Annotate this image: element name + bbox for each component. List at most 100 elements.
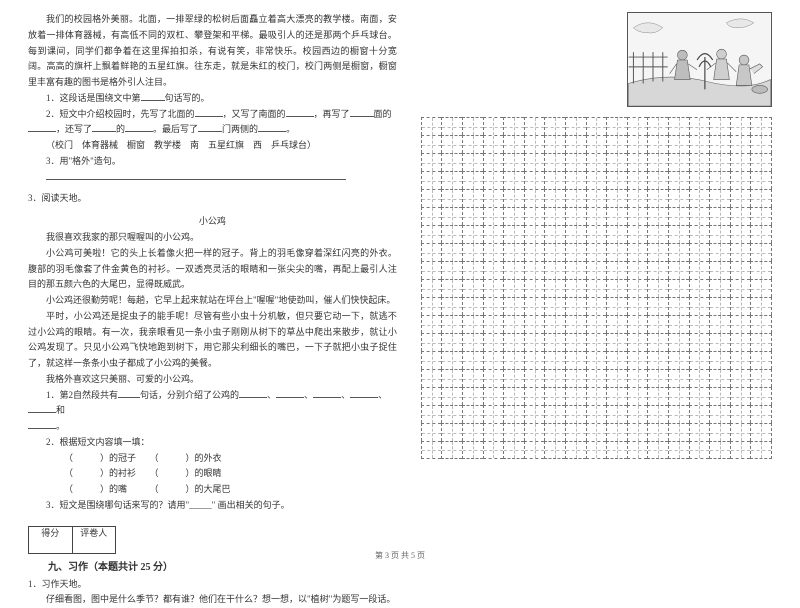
grid-cell — [668, 279, 689, 297]
grid-cell — [544, 279, 565, 297]
grid-cell — [606, 207, 627, 225]
grid-cell — [689, 189, 710, 207]
grid-cell — [462, 153, 483, 171]
grid-cell — [689, 387, 710, 405]
grid-cell — [750, 369, 772, 387]
grid-cell — [421, 423, 442, 441]
grid-cell — [730, 135, 751, 153]
blank — [28, 403, 56, 413]
grid-cell — [544, 423, 565, 441]
grid-cell — [709, 261, 730, 279]
rq1b: 句话，分别介绍了公鸡的 — [140, 390, 239, 400]
grid-cell — [441, 351, 462, 369]
blank-line — [28, 170, 397, 186]
grid-cell — [709, 405, 730, 423]
grid-cell — [483, 315, 504, 333]
grid-cell — [544, 117, 565, 135]
grid-cell — [709, 315, 730, 333]
grid-cell — [730, 405, 751, 423]
grid-cell — [709, 171, 730, 189]
grid-cell — [668, 351, 689, 369]
rooster-p1: 小公鸡可美啦！它的头上长着像火把一样的冠子。背上的羽毛像穿着深红闪亮的外衣。腹部… — [28, 246, 397, 293]
grid-cell — [483, 405, 504, 423]
fill-row-a: （ ）的冠子 （ ）的外衣 — [28, 451, 397, 467]
grid-cell — [606, 189, 627, 207]
grid-cell — [524, 261, 545, 279]
blank — [141, 91, 165, 101]
grid-cell — [421, 387, 442, 405]
writing-label: 1．习作天地。 — [28, 577, 397, 593]
grid-cell — [483, 225, 504, 243]
grid-cell — [647, 351, 668, 369]
rq1f: 、 — [378, 390, 387, 400]
grid-cell — [544, 297, 565, 315]
rooster-p3: 平时，小公鸡还是捉虫子的能手呢！尽管有些小虫十分机敏，但只要它动一下，就逃不过小… — [28, 309, 397, 372]
grid-cell — [462, 117, 483, 135]
grid-cell — [483, 441, 504, 459]
fill-a2: （ ）的外衣 — [154, 453, 222, 463]
grid-cell — [421, 369, 442, 387]
grid-cell — [689, 369, 710, 387]
grid-cell — [586, 135, 607, 153]
blank — [350, 107, 374, 117]
grid-cell — [668, 369, 689, 387]
grid-cell — [627, 369, 648, 387]
grid-cell — [421, 207, 442, 225]
grid-cell — [668, 189, 689, 207]
grid-cell — [647, 405, 668, 423]
campus-q1: 1．这段话是围绕文中第句话写的。 — [28, 91, 397, 107]
grid-cell — [441, 153, 462, 171]
grid-cell — [441, 405, 462, 423]
grid-cell — [689, 279, 710, 297]
grid-cell — [586, 441, 607, 459]
grid-cell — [689, 423, 710, 441]
grid-cell — [627, 333, 648, 351]
grid-cell — [483, 279, 504, 297]
q2g: 。最后写了 — [153, 124, 198, 134]
grid-cell — [544, 207, 565, 225]
rooster-q2: 2．根据短文内容填一填： — [28, 435, 397, 451]
grid-cell — [462, 135, 483, 153]
grid-cell — [606, 315, 627, 333]
grid-cell — [586, 153, 607, 171]
grid-cell — [441, 387, 462, 405]
grid-cell — [689, 441, 710, 459]
grid-cell — [606, 297, 627, 315]
grid-cell — [503, 189, 524, 207]
grid-cell — [730, 261, 751, 279]
grid-row — [421, 333, 772, 351]
grid-row — [421, 135, 772, 153]
grid-cell — [544, 405, 565, 423]
campus-q3: 3．用"格外"造句。 — [28, 154, 397, 170]
grid-cell — [668, 333, 689, 351]
grid-cell — [544, 369, 565, 387]
grid-cell — [524, 153, 545, 171]
grid-row — [421, 225, 772, 243]
grid-cell — [503, 261, 524, 279]
grid-cell — [730, 189, 751, 207]
grid-row — [421, 171, 772, 189]
grid-cell — [709, 243, 730, 261]
grid-cell — [483, 117, 504, 135]
grid-cell — [524, 171, 545, 189]
grid-cell — [503, 171, 524, 189]
blank — [313, 388, 341, 398]
grid-row — [421, 261, 772, 279]
blank — [28, 122, 56, 132]
q2a: 2．短文中介绍校园时，先写了北面的 — [46, 109, 195, 119]
q2d: 面的 — [374, 109, 392, 119]
grid-cell — [730, 351, 751, 369]
grid-cell — [668, 153, 689, 171]
grid-cell — [689, 405, 710, 423]
grid-cell — [544, 135, 565, 153]
grid-cell — [565, 171, 586, 189]
grid-cell — [730, 333, 751, 351]
grid-cell — [730, 225, 751, 243]
grid-cell — [586, 351, 607, 369]
grid-cell — [544, 153, 565, 171]
grid-cell — [689, 171, 710, 189]
grid-cell — [627, 351, 648, 369]
grid-cell — [709, 135, 730, 153]
writing-grid — [421, 117, 772, 459]
grid-cell — [750, 333, 772, 351]
